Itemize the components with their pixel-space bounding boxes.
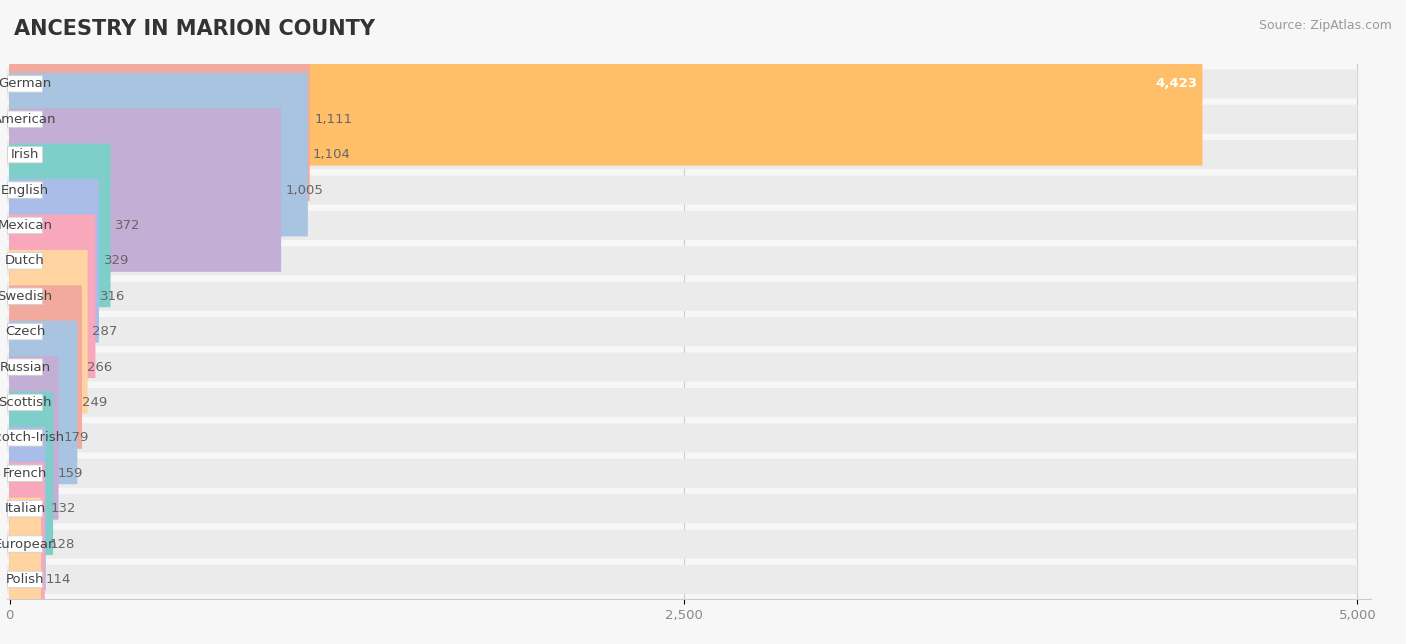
FancyBboxPatch shape: [7, 423, 1357, 452]
FancyBboxPatch shape: [10, 427, 46, 591]
Text: 266: 266: [87, 361, 112, 374]
Text: Polish: Polish: [6, 573, 45, 586]
Text: European: European: [0, 538, 56, 551]
FancyBboxPatch shape: [7, 140, 1357, 169]
FancyBboxPatch shape: [10, 2, 1202, 166]
Text: 4,423: 4,423: [1156, 77, 1198, 90]
FancyBboxPatch shape: [10, 392, 53, 555]
FancyBboxPatch shape: [7, 529, 1357, 558]
Text: 1,111: 1,111: [315, 113, 353, 126]
Text: Russian: Russian: [0, 361, 51, 374]
FancyBboxPatch shape: [7, 182, 42, 198]
Text: Irish: Irish: [11, 148, 39, 161]
FancyBboxPatch shape: [10, 498, 41, 644]
FancyBboxPatch shape: [7, 111, 42, 128]
Text: Dutch: Dutch: [6, 254, 45, 267]
Text: 372: 372: [115, 219, 141, 232]
Text: English: English: [1, 184, 49, 196]
FancyBboxPatch shape: [7, 323, 42, 340]
Text: Italian: Italian: [4, 502, 46, 515]
FancyBboxPatch shape: [10, 179, 98, 343]
FancyBboxPatch shape: [7, 565, 1357, 594]
FancyBboxPatch shape: [10, 108, 281, 272]
FancyBboxPatch shape: [7, 494, 1357, 523]
FancyBboxPatch shape: [10, 356, 59, 520]
FancyBboxPatch shape: [7, 536, 42, 553]
FancyBboxPatch shape: [7, 217, 42, 234]
FancyBboxPatch shape: [7, 75, 42, 92]
FancyBboxPatch shape: [7, 317, 1357, 346]
Text: 159: 159: [58, 467, 83, 480]
Text: American: American: [0, 113, 56, 126]
Text: 132: 132: [51, 502, 76, 515]
FancyBboxPatch shape: [7, 465, 42, 482]
Text: 329: 329: [104, 254, 129, 267]
FancyBboxPatch shape: [7, 70, 1357, 99]
FancyBboxPatch shape: [7, 281, 1357, 311]
FancyBboxPatch shape: [7, 176, 1357, 205]
FancyBboxPatch shape: [7, 146, 42, 163]
FancyBboxPatch shape: [10, 462, 45, 626]
FancyBboxPatch shape: [7, 352, 1357, 382]
Text: 114: 114: [46, 573, 72, 586]
FancyBboxPatch shape: [7, 388, 1357, 417]
Text: Czech: Czech: [4, 325, 45, 338]
FancyBboxPatch shape: [7, 252, 42, 269]
Text: Swedish: Swedish: [0, 290, 52, 303]
FancyBboxPatch shape: [7, 430, 42, 446]
Text: Source: ZipAtlas.com: Source: ZipAtlas.com: [1258, 19, 1392, 32]
Text: Scottish: Scottish: [0, 396, 52, 409]
Text: 287: 287: [93, 325, 118, 338]
FancyBboxPatch shape: [10, 37, 309, 201]
FancyBboxPatch shape: [7, 394, 42, 411]
FancyBboxPatch shape: [10, 144, 111, 307]
FancyBboxPatch shape: [10, 214, 96, 378]
Text: German: German: [0, 77, 52, 90]
FancyBboxPatch shape: [7, 105, 1357, 134]
FancyBboxPatch shape: [10, 73, 308, 236]
Text: 179: 179: [63, 431, 89, 444]
Text: 249: 249: [82, 396, 107, 409]
FancyBboxPatch shape: [7, 571, 42, 588]
Text: 316: 316: [100, 290, 125, 303]
FancyBboxPatch shape: [10, 285, 82, 449]
Text: French: French: [3, 467, 48, 480]
FancyBboxPatch shape: [7, 211, 1357, 240]
FancyBboxPatch shape: [7, 288, 42, 305]
Text: Scotch-Irish: Scotch-Irish: [0, 431, 65, 444]
Text: 128: 128: [49, 538, 75, 551]
Text: 1,005: 1,005: [285, 184, 323, 196]
Text: ANCESTRY IN MARION COUNTY: ANCESTRY IN MARION COUNTY: [14, 19, 375, 39]
FancyBboxPatch shape: [7, 247, 1357, 276]
FancyBboxPatch shape: [10, 321, 77, 484]
Text: 1,104: 1,104: [312, 148, 350, 161]
Text: Mexican: Mexican: [0, 219, 52, 232]
FancyBboxPatch shape: [10, 250, 87, 413]
FancyBboxPatch shape: [7, 459, 1357, 488]
FancyBboxPatch shape: [7, 500, 42, 517]
FancyBboxPatch shape: [7, 359, 42, 375]
